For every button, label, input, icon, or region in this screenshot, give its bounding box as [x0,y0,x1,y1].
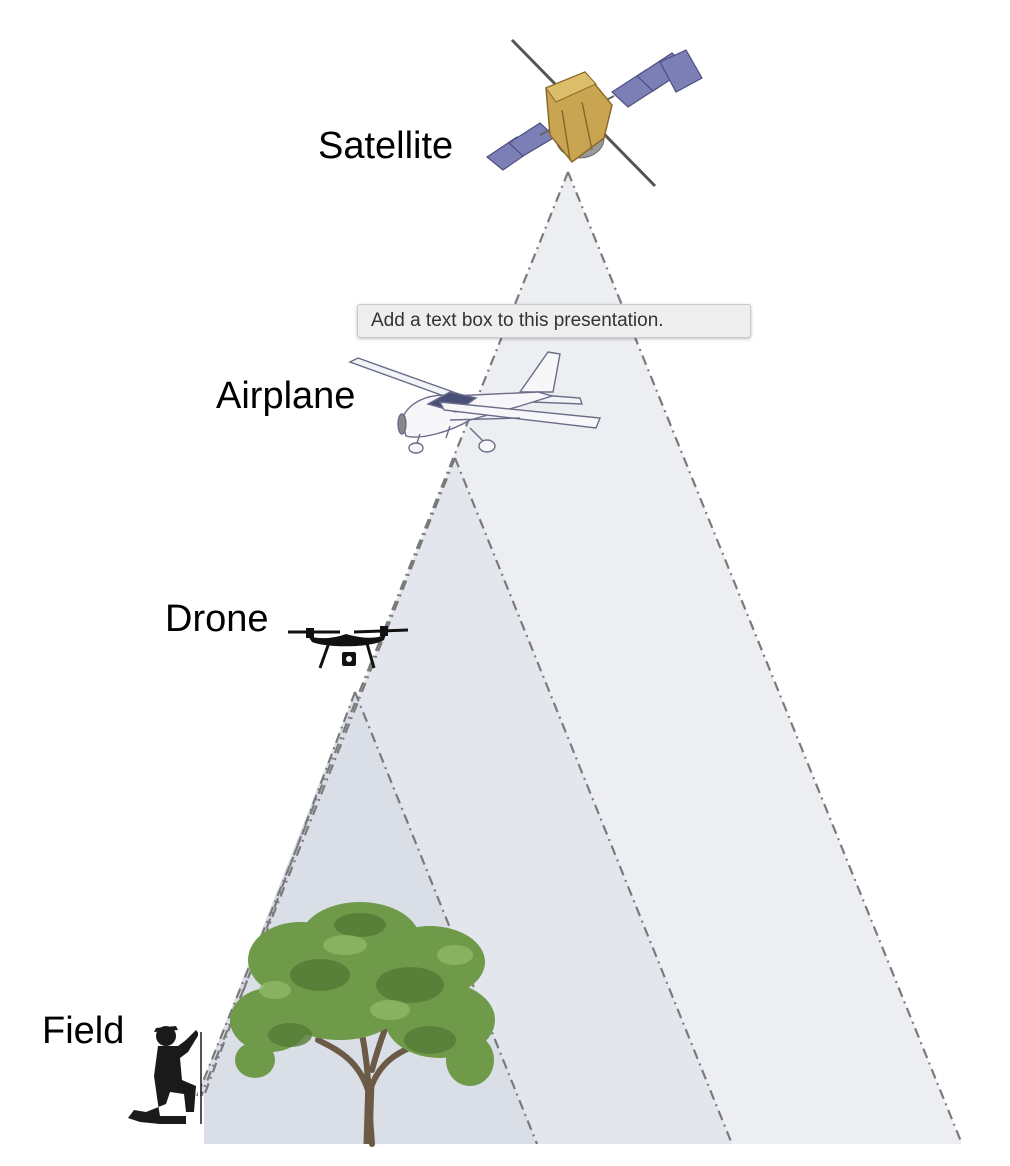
field-label: Field [42,1010,125,1052]
airplane-label: Airplane [216,375,356,417]
drone-cone-left-edge [184,691,357,1145]
satellite-cone-right-edge [566,171,964,1145]
drone-label: Drone [165,598,269,640]
satellite-icon [485,38,703,188]
drone-cone-right-edge [353,691,539,1145]
tree-image [230,902,495,1147]
airplane-cone-right-edge [453,457,734,1145]
satellite-label: Satellite [318,125,454,167]
tooltip: Add a text box to this presentation. [357,304,751,338]
cone-edges [176,171,964,1145]
airplane-icon [348,351,601,454]
drone-icon [288,626,409,669]
field-worker-icon [124,1026,204,1144]
